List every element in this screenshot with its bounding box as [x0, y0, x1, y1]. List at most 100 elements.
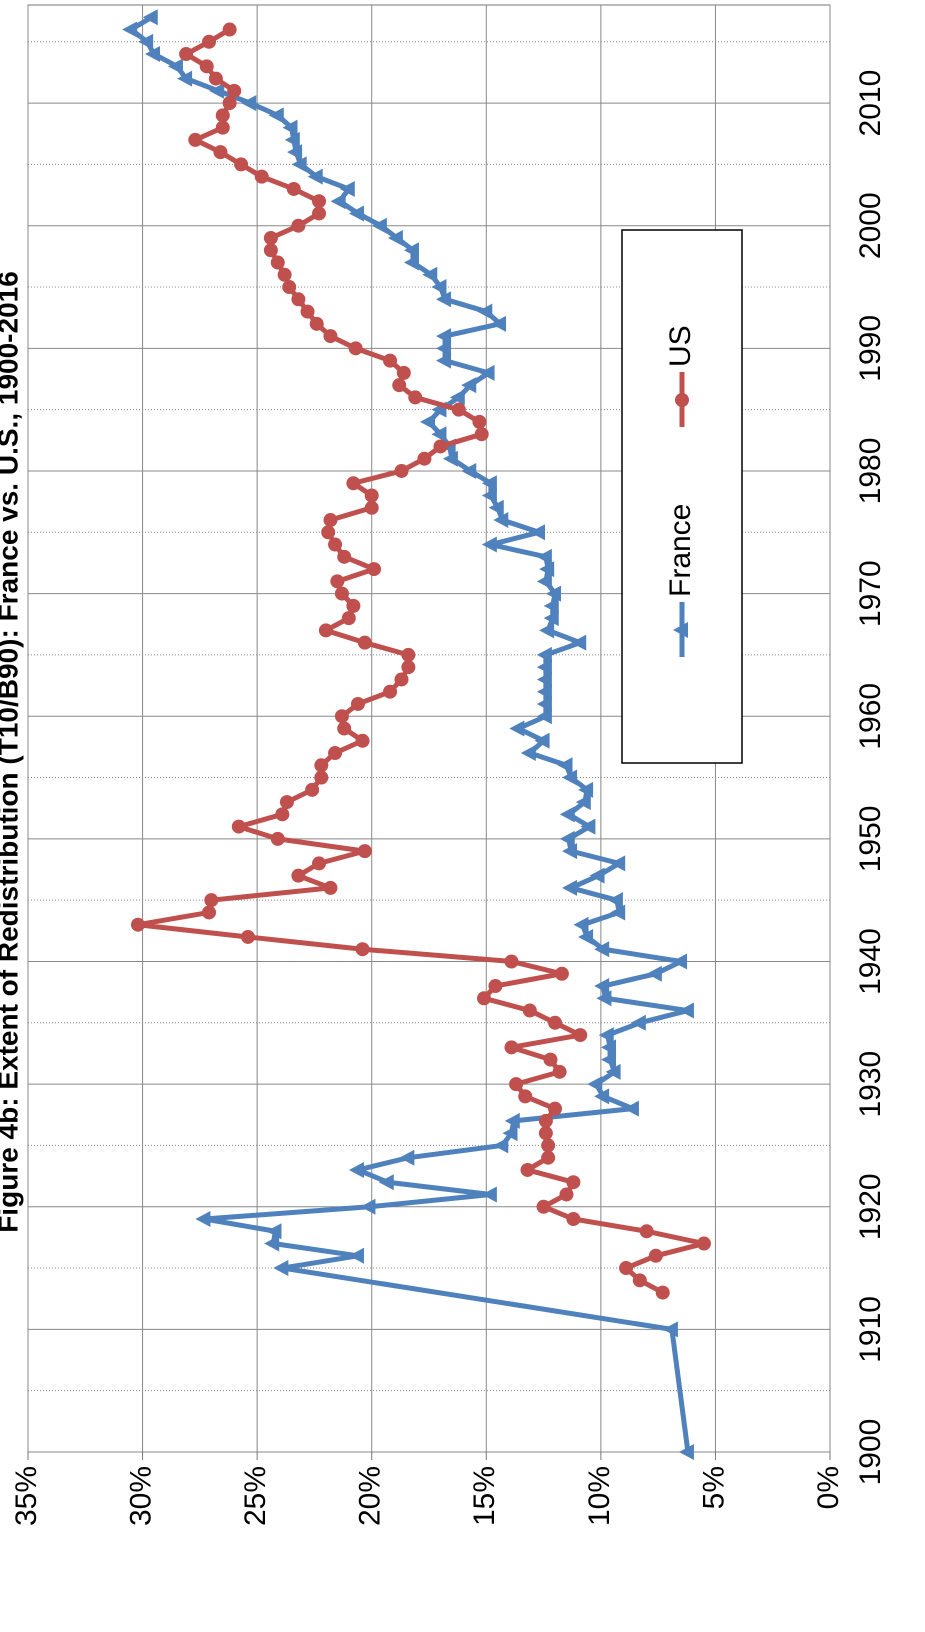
point	[341, 611, 356, 626]
y-tick-label: 10%	[583, 1466, 616, 1526]
point	[357, 844, 372, 859]
point	[337, 721, 352, 736]
x-tick-label: 1930	[854, 1051, 887, 1118]
point	[601, 1039, 617, 1056]
legend-box	[621, 229, 743, 764]
point	[534, 732, 550, 749]
point	[291, 218, 306, 233]
point	[476, 991, 491, 1006]
point	[571, 634, 587, 651]
point	[598, 1027, 614, 1044]
point	[488, 979, 503, 994]
point	[543, 1052, 558, 1067]
point	[348, 1247, 364, 1264]
point	[538, 1113, 553, 1128]
point	[481, 487, 497, 504]
point	[589, 867, 605, 884]
point	[543, 597, 559, 614]
point	[309, 316, 324, 331]
rotated-chart: Figure 4b: Extent of Redistribution (T10…	[0, 4, 887, 1526]
point	[518, 1089, 533, 1104]
point	[562, 769, 578, 786]
point	[208, 71, 223, 86]
point	[594, 1088, 610, 1105]
point	[504, 1040, 519, 1055]
point	[623, 1100, 639, 1117]
point	[215, 108, 230, 123]
point	[541, 1138, 556, 1153]
point	[678, 1444, 694, 1460]
point	[420, 413, 435, 430]
point	[536, 695, 552, 712]
point	[541, 1150, 556, 1165]
point	[364, 500, 379, 515]
point	[554, 966, 569, 981]
point	[346, 598, 361, 613]
point	[566, 1212, 581, 1227]
point	[433, 439, 448, 454]
point	[387, 229, 403, 246]
point	[538, 1126, 553, 1141]
point	[202, 905, 217, 920]
point	[323, 329, 338, 344]
point	[408, 390, 423, 405]
point	[461, 462, 477, 479]
point	[594, 941, 610, 958]
y-tick-label: 5%	[697, 1466, 730, 1509]
x-tick-label: 1910	[854, 1296, 887, 1363]
point	[270, 831, 285, 846]
point	[477, 303, 493, 320]
point	[305, 782, 320, 797]
point	[488, 499, 504, 516]
legend-marker	[675, 393, 689, 407]
point	[580, 818, 596, 835]
point	[559, 806, 575, 823]
point	[401, 660, 416, 675]
point	[392, 378, 407, 393]
point	[312, 856, 327, 871]
x-tick-label: 1970	[854, 560, 887, 627]
point	[436, 291, 452, 308]
x-tick-label: 1950	[854, 805, 887, 872]
point	[328, 537, 343, 552]
point	[360, 1198, 376, 1215]
point	[543, 610, 559, 627]
point	[275, 807, 290, 822]
x-tick-label: 1900	[854, 1419, 887, 1486]
point	[520, 1162, 535, 1177]
point	[282, 119, 298, 136]
point	[672, 953, 688, 970]
point	[348, 1161, 364, 1178]
point	[364, 488, 379, 503]
point	[209, 82, 225, 99]
x-tick-label: 2000	[854, 192, 887, 259]
point	[548, 1101, 563, 1116]
point	[552, 1064, 567, 1079]
point	[367, 562, 382, 577]
point	[268, 107, 284, 124]
point	[573, 1028, 588, 1043]
point	[539, 561, 555, 578]
point	[509, 1077, 524, 1092]
point	[648, 1248, 663, 1263]
point	[536, 708, 552, 725]
point	[300, 304, 315, 319]
point	[431, 279, 447, 296]
y-tick-label: 35%	[10, 1466, 43, 1526]
point	[264, 1235, 280, 1252]
point	[215, 120, 230, 135]
point	[578, 928, 594, 945]
point	[403, 254, 419, 271]
point	[241, 95, 257, 112]
point	[522, 1003, 537, 1018]
point	[504, 1112, 520, 1129]
y-tick-label: 15%	[468, 1466, 501, 1526]
point	[472, 414, 487, 429]
point	[639, 1224, 654, 1239]
point	[357, 635, 372, 650]
point	[195, 1211, 211, 1228]
point	[334, 709, 349, 724]
point	[536, 671, 552, 688]
